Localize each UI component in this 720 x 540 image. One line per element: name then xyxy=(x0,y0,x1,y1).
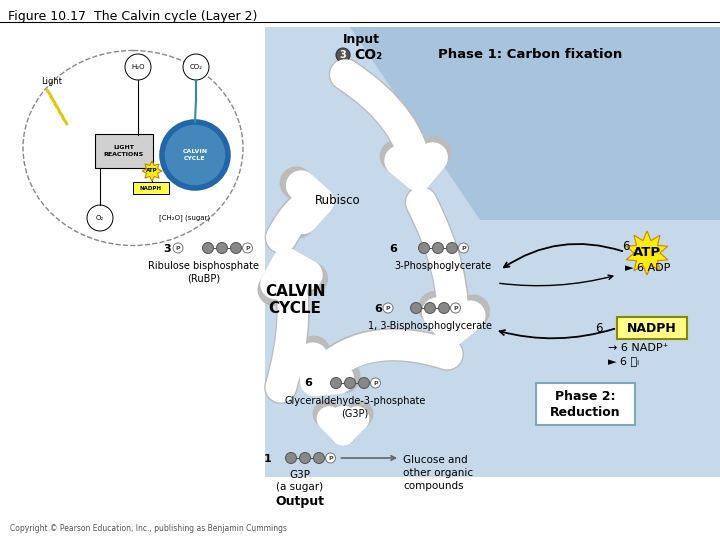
Text: P: P xyxy=(246,246,250,251)
Circle shape xyxy=(359,377,369,388)
Text: 3: 3 xyxy=(340,50,346,60)
Text: Figure 10.17  The Calvin cycle (Layer 2): Figure 10.17 The Calvin cycle (Layer 2) xyxy=(8,10,257,23)
FancyArrowPatch shape xyxy=(421,202,470,330)
Text: Light: Light xyxy=(42,78,63,86)
Circle shape xyxy=(183,54,209,80)
Text: 1, 3-Bisphosphoglycerate: 1, 3-Bisphosphoglycerate xyxy=(368,321,492,331)
FancyArrowPatch shape xyxy=(313,345,447,381)
Text: 6: 6 xyxy=(304,379,312,388)
Circle shape xyxy=(173,243,183,253)
Text: Glyceraldehyde-3-phosphate
(G3P): Glyceraldehyde-3-phosphate (G3P) xyxy=(284,396,426,418)
Text: NADPH: NADPH xyxy=(627,321,677,334)
Circle shape xyxy=(438,302,449,314)
Text: ATP: ATP xyxy=(146,168,158,173)
Text: 6: 6 xyxy=(623,240,630,253)
Circle shape xyxy=(217,242,228,253)
Bar xyxy=(265,27,720,477)
Text: 6: 6 xyxy=(374,303,382,314)
Circle shape xyxy=(336,48,350,62)
Text: G3P
(a sugar): G3P (a sugar) xyxy=(276,470,323,492)
FancyArrowPatch shape xyxy=(421,202,474,329)
FancyBboxPatch shape xyxy=(617,317,687,339)
Text: 6: 6 xyxy=(389,244,397,253)
FancyArrowPatch shape xyxy=(346,75,433,176)
Text: ► 6 ADP: ► 6 ADP xyxy=(625,263,670,273)
Circle shape xyxy=(300,453,310,463)
Circle shape xyxy=(313,453,325,463)
Text: P: P xyxy=(462,246,466,251)
Text: Glucose and
other organic
compounds: Glucose and other organic compounds xyxy=(403,455,473,491)
Text: 6: 6 xyxy=(595,321,603,334)
Text: P: P xyxy=(453,306,458,311)
FancyArrowPatch shape xyxy=(274,265,312,387)
FancyBboxPatch shape xyxy=(132,181,168,193)
FancyArrowPatch shape xyxy=(504,244,622,267)
Circle shape xyxy=(446,242,457,253)
Circle shape xyxy=(410,302,421,314)
Circle shape xyxy=(451,303,461,313)
Text: H₂O: H₂O xyxy=(131,64,145,70)
Circle shape xyxy=(425,302,436,314)
Text: P: P xyxy=(373,381,378,386)
FancyArrowPatch shape xyxy=(276,264,307,387)
Circle shape xyxy=(243,243,253,253)
Text: CO₂: CO₂ xyxy=(189,64,202,70)
FancyArrowPatch shape xyxy=(282,183,317,238)
Circle shape xyxy=(87,205,113,231)
Circle shape xyxy=(383,303,393,313)
Circle shape xyxy=(230,242,241,253)
Text: ATP: ATP xyxy=(633,246,661,259)
Text: ► 6 Ⓟᵢ: ► 6 Ⓟᵢ xyxy=(608,356,639,366)
Text: 1: 1 xyxy=(264,454,272,463)
Circle shape xyxy=(344,377,356,388)
Text: CO₂: CO₂ xyxy=(354,48,382,62)
Text: Phase 2:
Reduction: Phase 2: Reduction xyxy=(549,389,621,418)
Circle shape xyxy=(162,122,228,188)
Polygon shape xyxy=(142,161,162,181)
Circle shape xyxy=(286,453,297,463)
Circle shape xyxy=(325,453,336,463)
Circle shape xyxy=(371,378,380,388)
Text: Phase 1: Carbon fixation: Phase 1: Carbon fixation xyxy=(438,49,622,62)
Circle shape xyxy=(433,242,444,253)
Text: Copyright © Pearson Education, Inc., publishing as Benjamin Cummings: Copyright © Pearson Education, Inc., pub… xyxy=(10,524,287,533)
Text: → 6 NADP⁺: → 6 NADP⁺ xyxy=(608,343,668,353)
Circle shape xyxy=(330,377,341,388)
FancyArrowPatch shape xyxy=(282,186,319,238)
Text: LIGHT
REACTIONS: LIGHT REACTIONS xyxy=(104,145,144,157)
Circle shape xyxy=(125,54,151,80)
Polygon shape xyxy=(350,27,720,220)
FancyBboxPatch shape xyxy=(95,134,153,168)
Text: [CH₂O] (sugar): [CH₂O] (sugar) xyxy=(159,214,210,221)
Text: Input: Input xyxy=(343,33,380,46)
Circle shape xyxy=(459,243,469,253)
Text: 3-Phosphoglycerate: 3-Phosphoglycerate xyxy=(395,261,492,271)
Text: CALVIN
CYCLE: CALVIN CYCLE xyxy=(265,284,325,316)
FancyBboxPatch shape xyxy=(536,383,635,425)
Text: P: P xyxy=(328,456,333,461)
Ellipse shape xyxy=(23,51,243,246)
Text: P: P xyxy=(386,306,390,311)
Text: Output: Output xyxy=(276,495,325,508)
Circle shape xyxy=(418,242,430,253)
Text: P: P xyxy=(176,246,180,251)
Text: O₂: O₂ xyxy=(96,215,104,221)
Text: Rubisco: Rubisco xyxy=(315,193,361,206)
FancyArrowPatch shape xyxy=(341,456,395,460)
Text: 3: 3 xyxy=(163,244,171,253)
Circle shape xyxy=(202,242,214,253)
FancyArrowPatch shape xyxy=(314,345,447,380)
Text: Ribulose bisphosphate
(RuBP): Ribulose bisphosphate (RuBP) xyxy=(148,261,259,284)
FancyArrowPatch shape xyxy=(326,414,360,431)
FancyArrowPatch shape xyxy=(329,418,357,433)
Text: NADPH: NADPH xyxy=(139,186,161,191)
Text: CALVIN
CYCLE: CALVIN CYCLE xyxy=(182,150,207,160)
FancyArrowPatch shape xyxy=(500,275,613,286)
Polygon shape xyxy=(626,231,668,275)
FancyArrowPatch shape xyxy=(500,329,614,339)
FancyArrowPatch shape xyxy=(346,75,435,174)
